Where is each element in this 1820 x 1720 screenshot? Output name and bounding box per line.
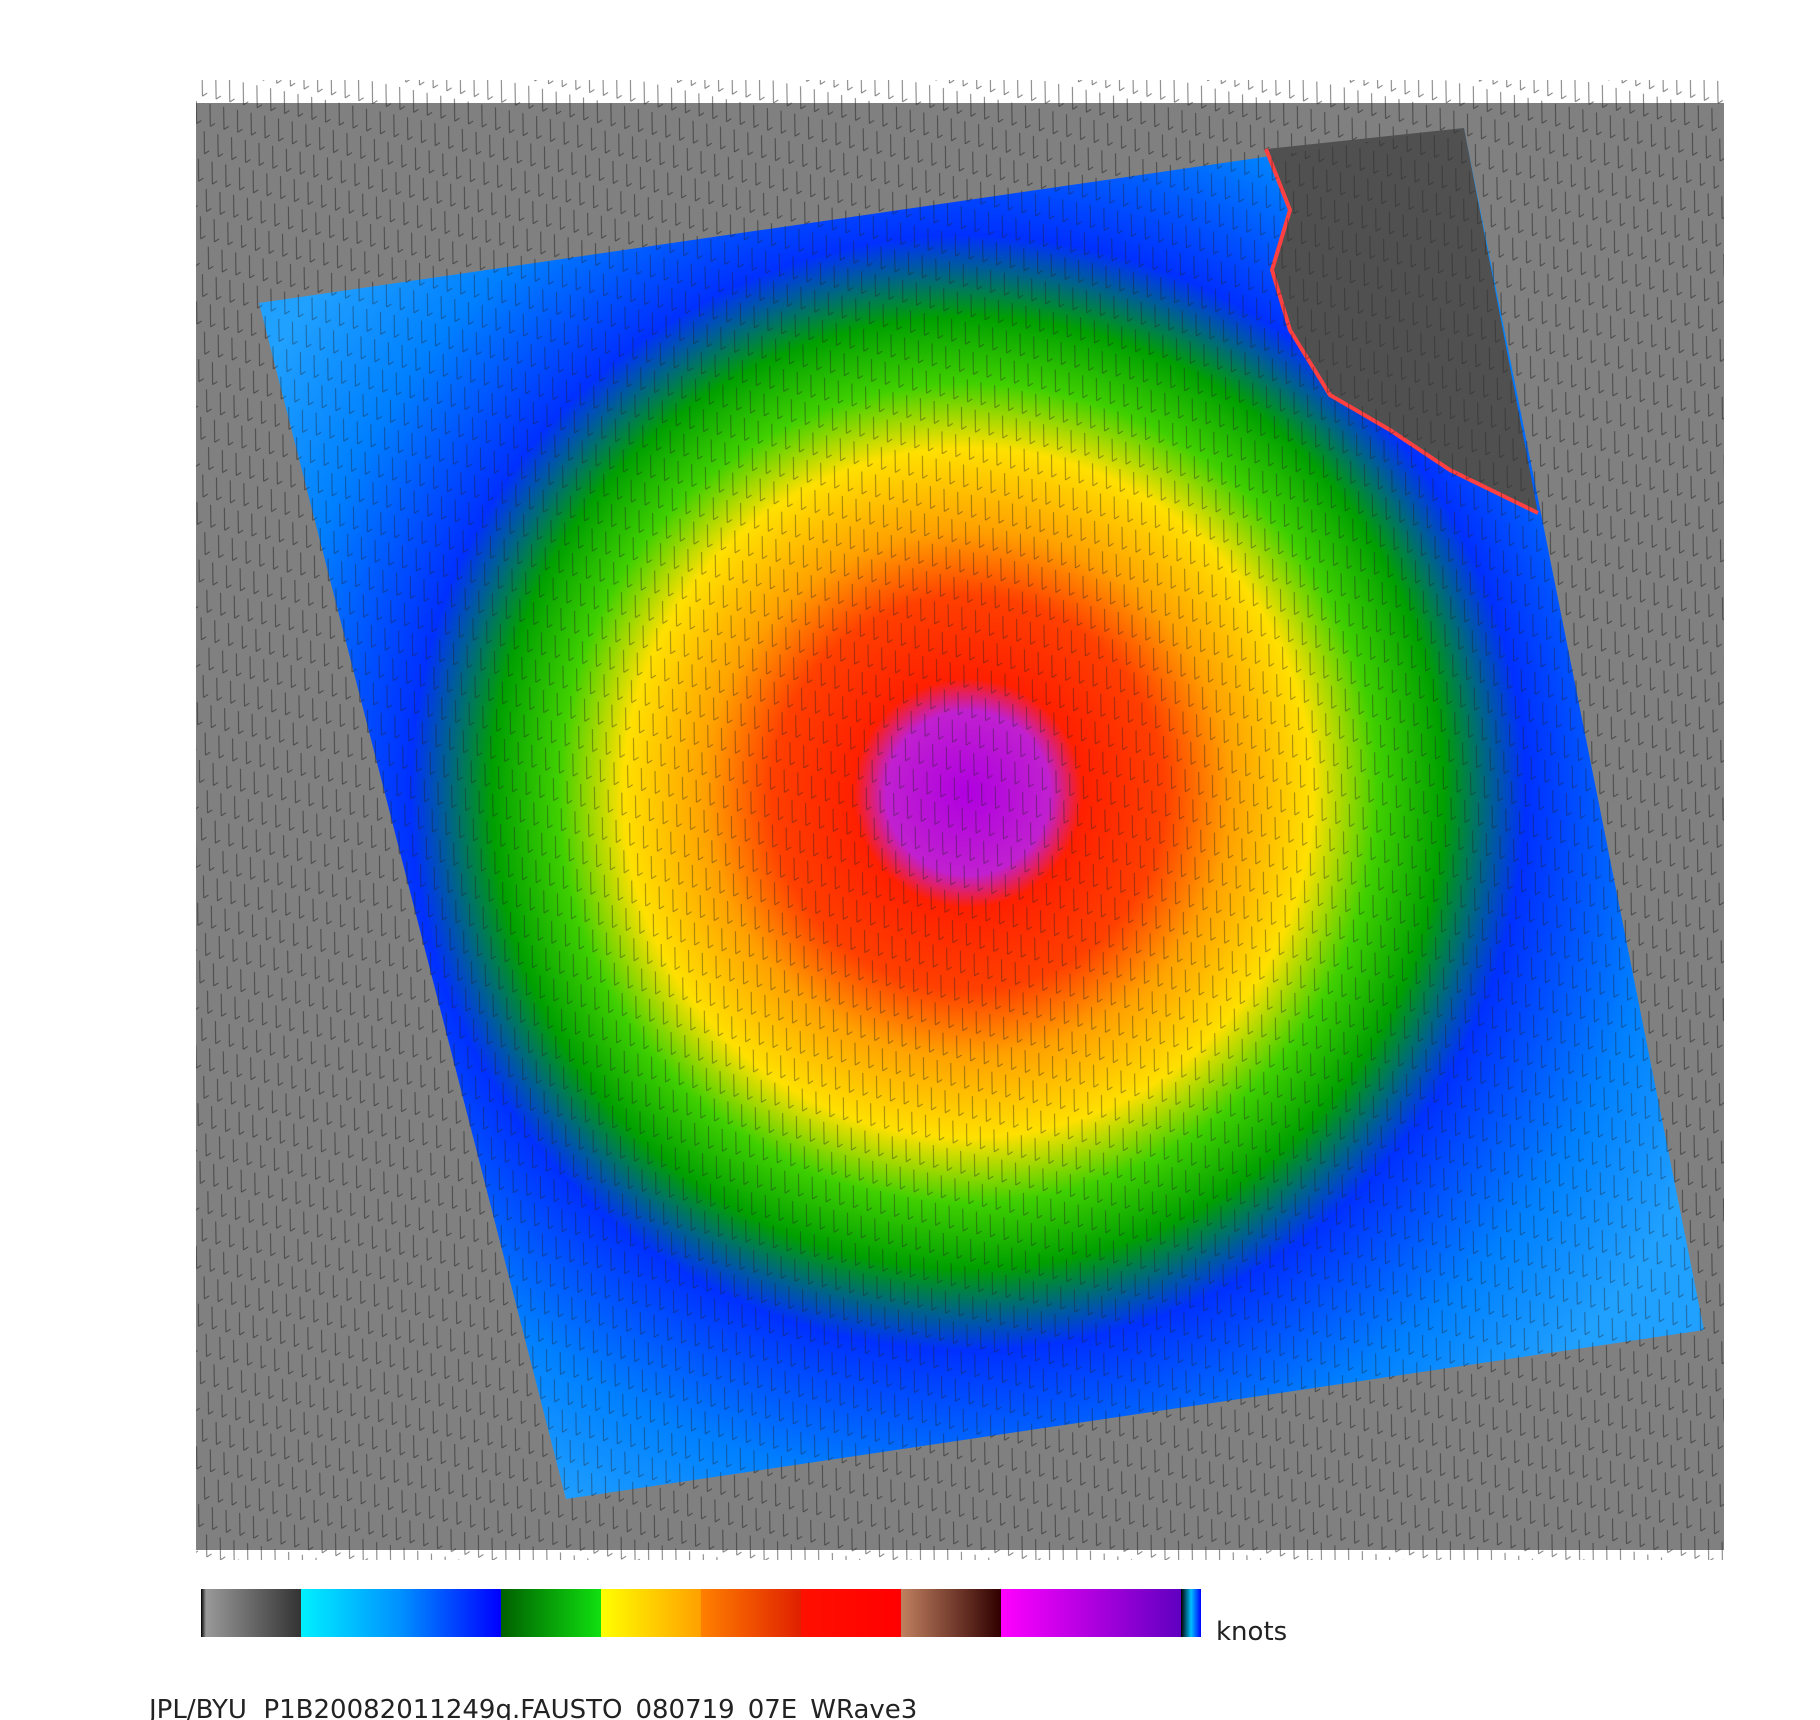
wind-map: [196, 80, 1724, 1560]
colorbar: knots: [201, 1589, 1287, 1647]
colorbar-scale: [201, 1589, 1201, 1637]
colorbar-unit: knots: [1216, 1617, 1287, 1647]
swath-barbs: [259, 128, 1704, 1499]
footer-text: JPL/BYU P1B20082011249q.FAUSTO_080719_07…: [147, 1695, 917, 1720]
